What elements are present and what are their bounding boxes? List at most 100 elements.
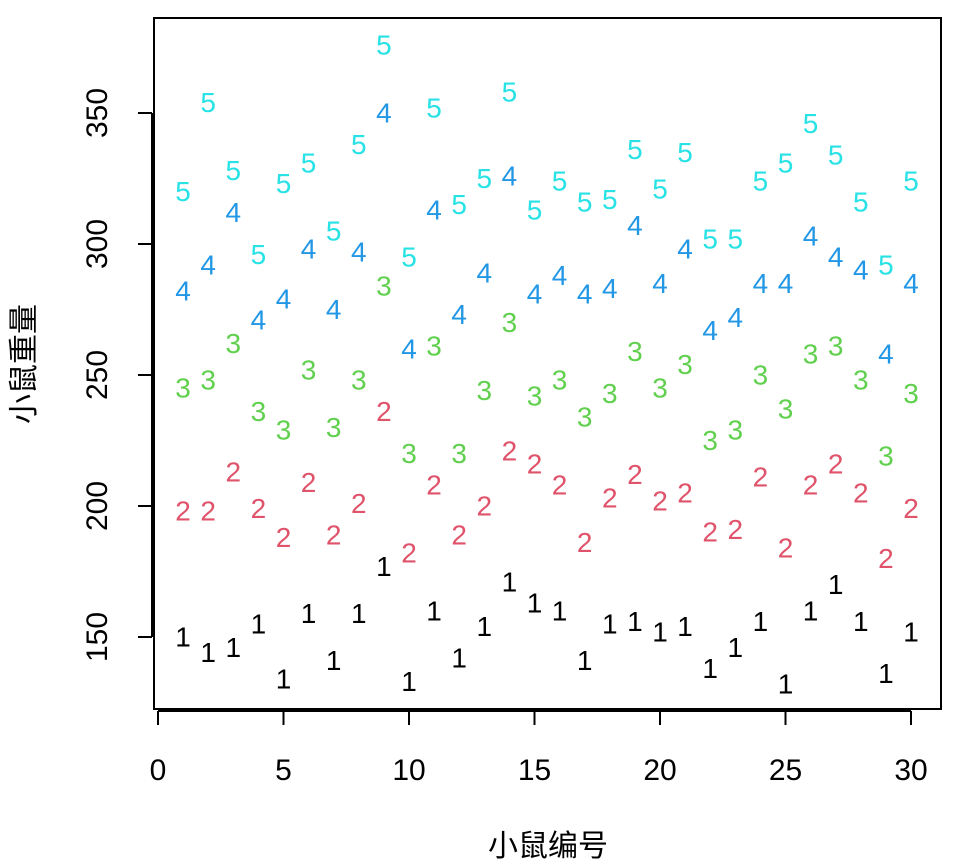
point-series-4: 4 xyxy=(326,294,342,325)
point-series-2: 2 xyxy=(477,491,493,522)
point-series-5: 5 xyxy=(853,187,869,218)
point-series-1: 1 xyxy=(376,551,392,582)
point-series-2: 2 xyxy=(702,517,718,548)
point-series-2: 2 xyxy=(828,449,844,480)
point-series-5: 5 xyxy=(251,239,267,270)
point-series-1: 1 xyxy=(200,637,216,668)
point-series-2: 2 xyxy=(602,483,618,514)
point-series-4: 4 xyxy=(226,197,242,228)
point-series-3: 3 xyxy=(351,365,367,396)
point-series-4: 4 xyxy=(778,268,794,299)
point-series-5: 5 xyxy=(677,137,693,168)
point-series-2: 2 xyxy=(652,485,668,516)
point-series-5: 5 xyxy=(226,155,242,186)
point-series-2: 2 xyxy=(803,470,819,501)
point-series-1: 1 xyxy=(301,598,317,629)
point-series-2: 2 xyxy=(853,477,869,508)
point-series-1: 1 xyxy=(627,606,643,637)
point-series-5: 5 xyxy=(326,215,342,246)
point-series-4: 4 xyxy=(502,160,518,191)
point-series-4: 4 xyxy=(552,260,568,291)
point-series-4: 4 xyxy=(276,284,292,315)
point-series-5: 5 xyxy=(276,168,292,199)
point-series-2: 2 xyxy=(778,532,794,563)
point-series-5: 5 xyxy=(753,166,769,197)
point-series-1: 1 xyxy=(426,595,442,626)
point-series-3: 3 xyxy=(878,441,894,472)
x-tick-label: 20 xyxy=(643,754,676,787)
point-series-4: 4 xyxy=(401,333,417,364)
point-series-4: 4 xyxy=(602,273,618,304)
point-series-4: 4 xyxy=(652,268,668,299)
point-series-5: 5 xyxy=(903,166,919,197)
point-series-4: 4 xyxy=(903,268,919,299)
point-series-3: 3 xyxy=(853,365,869,396)
point-series-2: 2 xyxy=(903,493,919,524)
point-series-2: 2 xyxy=(351,488,367,519)
x-tick-label: 30 xyxy=(894,754,927,787)
point-series-4: 4 xyxy=(175,276,191,307)
point-series-2: 2 xyxy=(251,493,267,524)
point-series-2: 2 xyxy=(552,470,568,501)
point-series-4: 4 xyxy=(627,210,643,241)
point-series-5: 5 xyxy=(878,249,894,280)
point-series-4: 4 xyxy=(426,194,442,225)
x-tick-label: 10 xyxy=(392,754,425,787)
point-series-1: 1 xyxy=(527,587,543,618)
point-series-3: 3 xyxy=(803,339,819,370)
point-series-3: 3 xyxy=(376,270,392,301)
point-series-1: 1 xyxy=(175,622,191,653)
point-series-1: 1 xyxy=(477,611,493,642)
point-series-5: 5 xyxy=(351,129,367,160)
point-series-4: 4 xyxy=(702,315,718,346)
point-series-5: 5 xyxy=(477,163,493,194)
point-series-4: 4 xyxy=(451,299,467,330)
point-series-3: 3 xyxy=(602,378,618,409)
point-series-3: 3 xyxy=(200,365,216,396)
point-series-5: 5 xyxy=(401,242,417,273)
point-series-2: 2 xyxy=(276,522,292,553)
point-series-4: 4 xyxy=(828,242,844,273)
point-series-4: 4 xyxy=(527,278,543,309)
y-axis-label: 小鼠重量 xyxy=(8,304,41,424)
plot-frame xyxy=(153,17,942,710)
point-series-4: 4 xyxy=(677,234,693,265)
point-series-1: 1 xyxy=(602,608,618,639)
point-series-3: 3 xyxy=(627,336,643,367)
point-series-5: 5 xyxy=(778,147,794,178)
point-series-1: 1 xyxy=(652,616,668,647)
point-series-5: 5 xyxy=(702,223,718,254)
point-series-4: 4 xyxy=(853,255,869,286)
point-series-2: 2 xyxy=(527,449,543,480)
point-series-1: 1 xyxy=(326,645,342,676)
point-series-5: 5 xyxy=(602,184,618,215)
point-series-3: 3 xyxy=(477,375,493,406)
point-series-5: 5 xyxy=(728,223,744,254)
point-series-3: 3 xyxy=(552,365,568,396)
point-series-3: 3 xyxy=(401,438,417,469)
point-series-2: 2 xyxy=(728,514,744,545)
point-series-1: 1 xyxy=(803,595,819,626)
point-series-2: 2 xyxy=(502,435,518,466)
point-series-3: 3 xyxy=(451,438,467,469)
point-series-1: 1 xyxy=(226,632,242,663)
point-series-3: 3 xyxy=(728,415,744,446)
point-series-3: 3 xyxy=(175,373,191,404)
point-series-1: 1 xyxy=(878,658,894,689)
point-series-1: 1 xyxy=(753,606,769,637)
point-series-2: 2 xyxy=(175,496,191,527)
x-tick-label: 25 xyxy=(769,754,802,787)
point-series-4: 4 xyxy=(477,257,493,288)
point-series-1: 1 xyxy=(577,645,593,676)
point-series-4: 4 xyxy=(728,302,744,333)
point-series-2: 2 xyxy=(878,543,894,574)
point-series-4: 4 xyxy=(301,234,317,265)
point-series-1: 1 xyxy=(401,666,417,697)
point-series-5: 5 xyxy=(200,87,216,118)
y-axis: 150 200 250 300 350 xyxy=(81,88,153,662)
point-series-1: 1 xyxy=(778,669,794,700)
point-series-3: 3 xyxy=(702,425,718,456)
point-series-2: 2 xyxy=(753,462,769,493)
point-series-2: 2 xyxy=(426,470,442,501)
